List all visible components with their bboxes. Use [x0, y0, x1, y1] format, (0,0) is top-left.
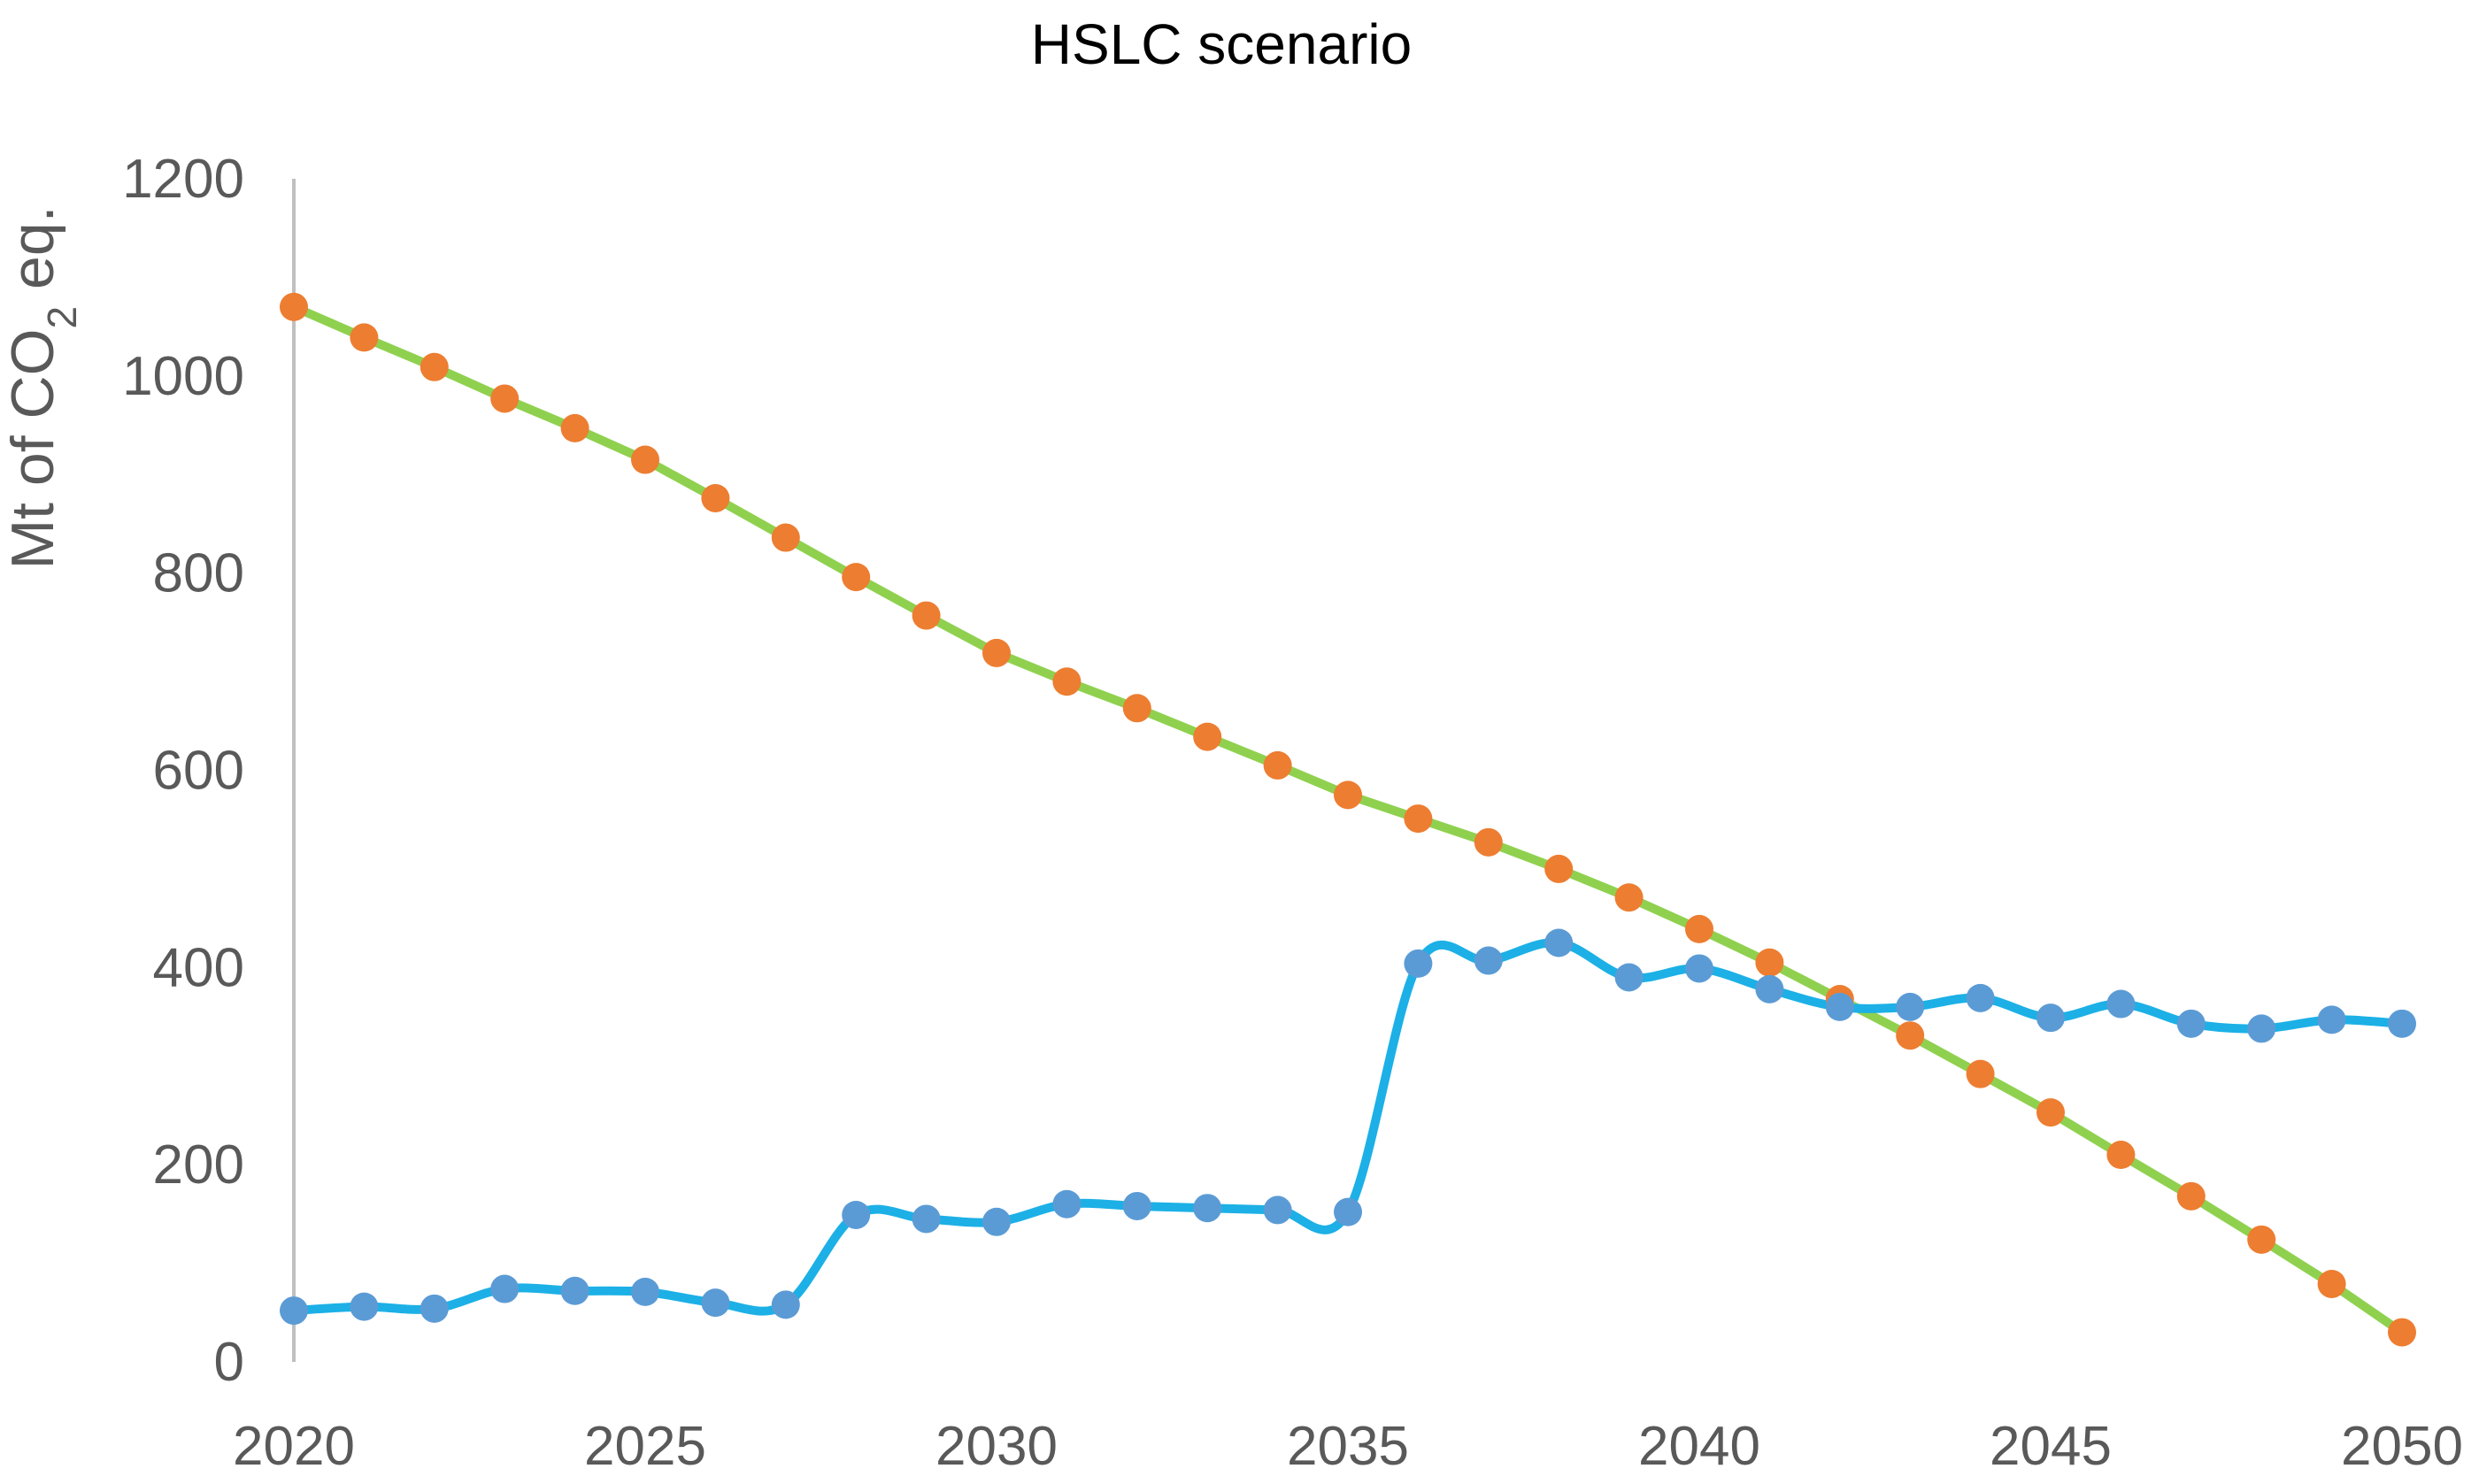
series-2-point [1896, 1021, 1925, 1050]
series-1-point [982, 1207, 1011, 1236]
series-lines [289, 302, 2406, 1337]
series-2-point [280, 292, 308, 321]
series-2-point [1404, 804, 1433, 834]
series-1-point [1052, 1189, 1082, 1219]
series-1-point [2106, 989, 2136, 1019]
axes: 0 200 400 600 800 1000 1200 2020 2025 2030 2035 204… [122, 149, 2463, 1477]
series-2-point [2106, 1141, 2136, 1170]
series-1-point [420, 1294, 449, 1323]
series-2-point [631, 445, 659, 474]
series-2-point [1193, 722, 1222, 751]
y-axis-label: Mt of CO2 eq. [0, 205, 85, 569]
x-tick-label: 2030 [935, 1416, 1058, 1477]
series-2-point [771, 523, 800, 552]
x-tick-label: 2045 [1990, 1416, 2112, 1477]
chart-title: HSLC scenario [1031, 12, 1412, 76]
series-1-point [1755, 974, 1784, 1003]
series-1-point [490, 1274, 520, 1303]
series-2-point [490, 384, 520, 413]
series-1-point [912, 1204, 941, 1234]
y-tick-label: 1000 [122, 346, 244, 407]
series-markers [280, 292, 2416, 1347]
series-2-point [1755, 948, 1784, 977]
series-2-point [982, 638, 1011, 667]
series-1-line [289, 938, 2406, 1316]
series-1-point [2036, 1003, 2065, 1033]
y-tick-label: 1200 [122, 149, 244, 210]
series-1-point [1334, 1197, 1362, 1226]
series-1-point [631, 1277, 659, 1306]
series-2-point [1685, 914, 1713, 943]
x-tick-label: 2035 [1287, 1416, 1409, 1477]
series-2-point [2176, 1181, 2206, 1211]
series-1-point [842, 1200, 871, 1229]
series-2-point [842, 563, 871, 592]
series-2-point [2036, 1098, 2065, 1127]
series-1-point [1614, 963, 1644, 992]
series-1-point [1122, 1191, 1151, 1220]
series-1-point [701, 1288, 730, 1318]
x-tick-label: 2025 [584, 1416, 706, 1477]
series-1-point [2317, 1005, 2346, 1034]
series-2-point [1263, 750, 1292, 780]
series-2-point [1052, 667, 1082, 696]
series-1-point [771, 1290, 800, 1319]
series-2-point [350, 323, 379, 352]
series-1-point [1966, 983, 1995, 1012]
series-1-point [560, 1276, 589, 1305]
series-1-point [1474, 946, 1503, 975]
series-1-point [2388, 1009, 2416, 1038]
series-1-point [2247, 1014, 2276, 1043]
series-2-point [2247, 1225, 2276, 1254]
x-tick-label: 2020 [233, 1416, 355, 1477]
series-2-point [1122, 694, 1151, 723]
y-tick-label: 400 [153, 937, 244, 998]
y-tick-label: 800 [153, 543, 244, 604]
series-2-point [1474, 827, 1503, 857]
x-tick-label: 2040 [1638, 1416, 1760, 1477]
x-tick-label: 2050 [2341, 1416, 2463, 1477]
series-2-line [289, 302, 2406, 1337]
series-1-point [350, 1292, 379, 1321]
y-axis-label-subscript: 2 [39, 306, 85, 329]
series-1-point [1544, 928, 1574, 957]
series-2-point [560, 413, 589, 442]
y-axis-label-prefix: Mt of CO [0, 328, 66, 569]
series-2-point [1334, 780, 1362, 810]
series-2-point [420, 352, 449, 381]
y-tick-label: 200 [153, 1134, 244, 1196]
series-1-point [1404, 949, 1433, 978]
series-2-point [701, 483, 730, 512]
series-2-point [2317, 1269, 2346, 1298]
series-1-point [280, 1296, 308, 1326]
series-1-point [1193, 1194, 1222, 1223]
series-2-point [1966, 1059, 1995, 1088]
series-1-point [1896, 992, 1925, 1021]
series-2-point [1614, 883, 1644, 912]
series-2-point [912, 601, 941, 630]
series-1-point [2176, 1009, 2206, 1038]
series-1-point [1685, 954, 1713, 983]
series-1-point [1825, 992, 1854, 1021]
y-axis-label-suffix: eq. [0, 205, 66, 305]
y-tick-label: 0 [214, 1332, 244, 1393]
series-1-point [1263, 1196, 1292, 1225]
y-tick-label: 600 [153, 741, 244, 802]
series-2-point [1544, 854, 1574, 883]
series-2-point [2388, 1318, 2416, 1347]
